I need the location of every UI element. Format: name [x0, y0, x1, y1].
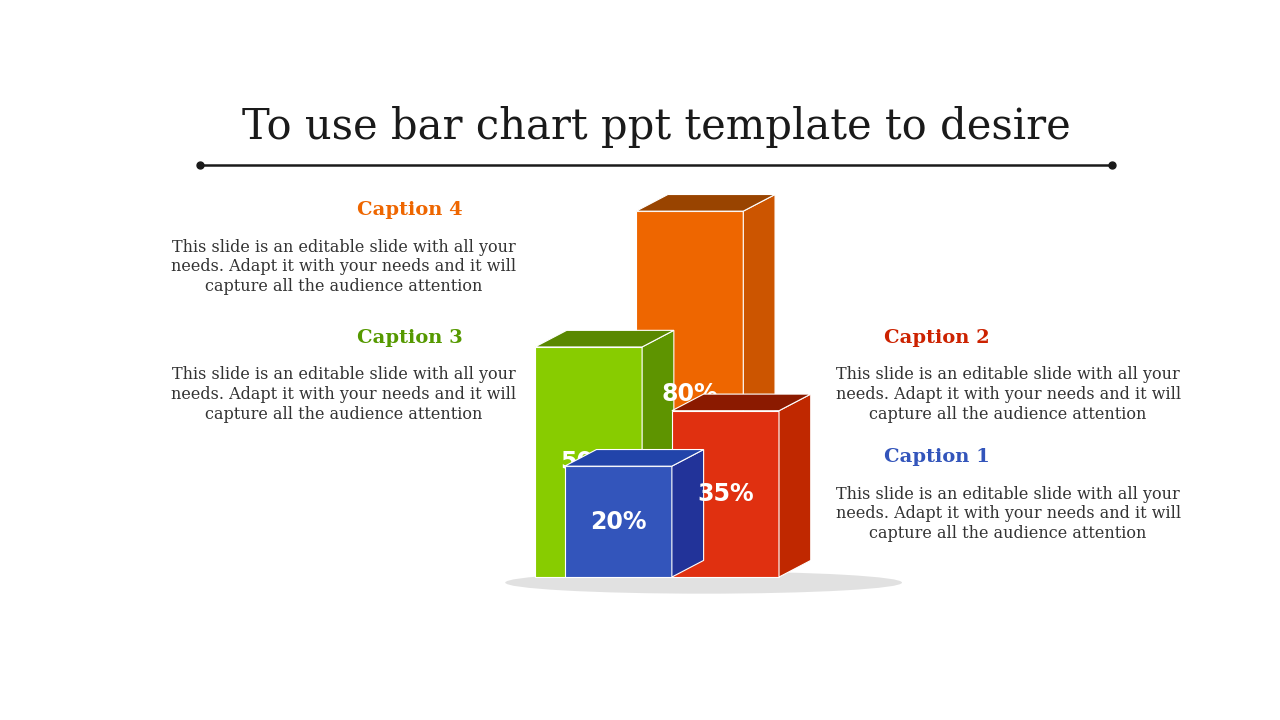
Text: 80%: 80%	[662, 382, 718, 406]
Polygon shape	[535, 347, 643, 577]
Text: 20%: 20%	[590, 510, 646, 534]
Polygon shape	[744, 194, 776, 577]
Polygon shape	[636, 211, 744, 577]
Text: This slide is an editable slide with all your
needs. Adapt it with your needs an: This slide is an editable slide with all…	[836, 485, 1180, 541]
Text: 50%: 50%	[561, 450, 617, 474]
Text: Caption 4: Caption 4	[357, 202, 462, 220]
Polygon shape	[636, 194, 776, 211]
Text: Caption 3: Caption 3	[357, 329, 462, 347]
Text: This slide is an editable slide with all your
needs. Adapt it with your needs an: This slide is an editable slide with all…	[836, 366, 1180, 423]
Text: Caption 2: Caption 2	[884, 329, 989, 347]
Text: 35%: 35%	[698, 482, 754, 506]
Text: This slide is an editable slide with all your
needs. Adapt it with your needs an: This slide is an editable slide with all…	[172, 239, 516, 295]
Polygon shape	[535, 330, 673, 347]
Text: To use bar chart ppt template to desire: To use bar chart ppt template to desire	[242, 106, 1070, 148]
Polygon shape	[672, 449, 704, 577]
Text: Caption 1: Caption 1	[884, 448, 989, 466]
Polygon shape	[643, 330, 673, 577]
Ellipse shape	[506, 572, 902, 594]
Polygon shape	[564, 466, 672, 577]
Polygon shape	[780, 394, 810, 577]
Text: This slide is an editable slide with all your
needs. Adapt it with your needs an: This slide is an editable slide with all…	[172, 366, 516, 423]
Polygon shape	[672, 394, 810, 410]
Polygon shape	[672, 410, 780, 577]
Polygon shape	[564, 449, 704, 466]
